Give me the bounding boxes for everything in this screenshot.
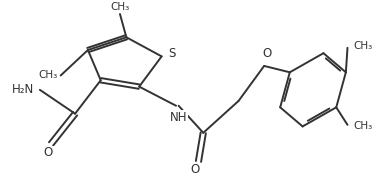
Text: O: O xyxy=(262,47,272,60)
Text: H₂N: H₂N xyxy=(12,83,34,96)
Text: O: O xyxy=(190,163,199,176)
Text: CH₃: CH₃ xyxy=(353,121,373,131)
Text: CH₃: CH₃ xyxy=(353,41,373,51)
Text: CH₃: CH₃ xyxy=(38,70,58,80)
Text: CH₃: CH₃ xyxy=(110,2,129,12)
Text: NH: NH xyxy=(170,111,187,124)
Text: S: S xyxy=(168,47,175,60)
Text: O: O xyxy=(44,146,53,159)
